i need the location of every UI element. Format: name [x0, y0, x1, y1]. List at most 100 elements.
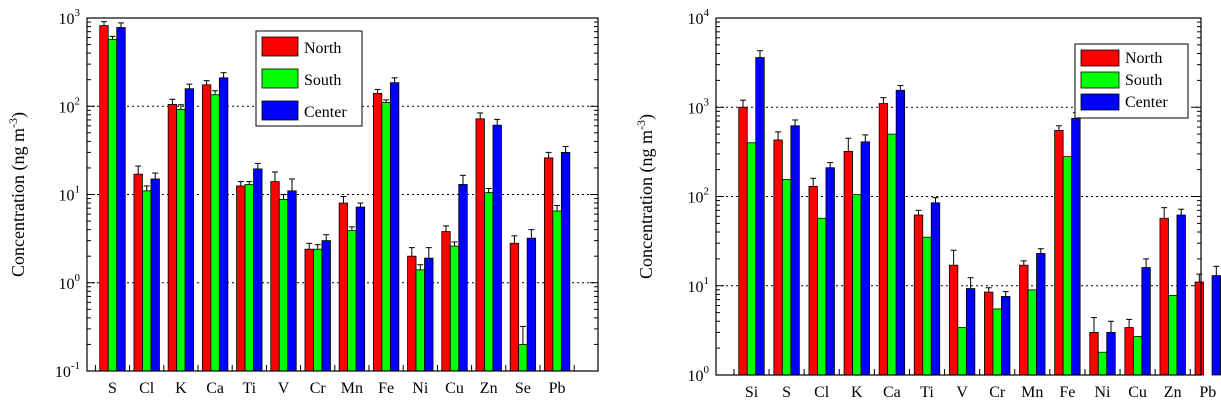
bar-north-cu: [1124, 327, 1134, 376]
bar-north-pb: [543, 157, 554, 372]
bar-north-ti: [913, 214, 924, 376]
bar-south-k: [852, 194, 862, 376]
bar-center-ca: [218, 77, 229, 372]
x-tick-label: Se: [515, 380, 531, 397]
x-tick-label: Zn: [1164, 384, 1182, 401]
x-tick-label: Mn: [341, 380, 363, 397]
bar-center-k: [184, 88, 195, 372]
bar-center-zn: [1176, 214, 1186, 376]
x-tick-label: Ca: [206, 380, 224, 397]
legend-swatch-south: [1080, 71, 1120, 89]
bar-center-fe: [1071, 118, 1081, 376]
bar-north-mn: [1019, 264, 1029, 376]
legend-swatch-north: [261, 36, 299, 57]
bar-south-ca: [887, 133, 897, 376]
x-tick-label: K: [851, 384, 863, 401]
bar-center-cl: [150, 178, 160, 372]
bar-south-cr: [313, 248, 323, 372]
bar-north-ti: [236, 185, 246, 372]
bar-center-ti: [930, 202, 941, 376]
bar-south-si: [746, 142, 757, 376]
x-tick-label: K: [175, 380, 187, 397]
bar-center-ti: [253, 168, 263, 372]
legend-swatch-center: [1080, 93, 1120, 111]
bar-center-cu: [1141, 267, 1151, 376]
x-tick-label: Cl: [139, 380, 155, 397]
bar-north-zn: [1159, 217, 1169, 376]
y-tick-label: 103: [59, 7, 81, 28]
legend-swatch-north: [1080, 49, 1120, 67]
y-tick-label: 101: [688, 275, 710, 296]
bar-center-s: [790, 125, 800, 376]
x-tick-label: Cl: [814, 384, 830, 401]
x-tick-label: Ni: [1095, 384, 1112, 401]
bar-north-v: [270, 181, 280, 372]
bar-north-fe: [372, 92, 383, 372]
bar-center-mn: [1036, 253, 1046, 376]
bar-south-v: [957, 327, 967, 376]
legend-label-center: Center: [1125, 94, 1168, 111]
bar-north-ca: [878, 103, 889, 376]
bar-south-ti: [244, 184, 254, 372]
y-tick-label: 103: [688, 96, 710, 117]
legend-label-north: North: [304, 40, 341, 57]
bar-south-pb: [552, 210, 562, 372]
bar-center-cr: [321, 240, 331, 372]
bar-north-cl: [808, 185, 818, 376]
x-tick-label: Cr: [989, 384, 1006, 401]
x-tick-label: Fe: [378, 380, 394, 397]
bar-center-cl: [825, 167, 835, 376]
bar-south-cr: [992, 308, 1002, 376]
bar-north-se: [509, 242, 520, 372]
bar-south-ni: [415, 269, 425, 372]
bar-south-zn: [484, 192, 494, 372]
bar-north-mn: [338, 202, 349, 372]
legend-label-south: South: [1125, 72, 1162, 89]
plot-frame: [86, 17, 599, 372]
bar-south-se: [518, 344, 528, 372]
bar-south-s: [781, 179, 792, 376]
legend-label-south: South: [304, 72, 341, 89]
bar-south-cl: [142, 190, 152, 372]
y-tick-label: 101: [59, 184, 81, 205]
x-tick-label: Cu: [445, 380, 464, 397]
x-tick-label: Ti: [242, 380, 256, 397]
legend-label-center: Center: [304, 104, 347, 121]
bar-north-v: [948, 264, 959, 376]
x-tick-label: Pb: [1199, 384, 1216, 401]
legend-swatch-center: [261, 100, 299, 121]
bar-north-cl: [133, 173, 143, 372]
bar-south-cu: [1132, 336, 1143, 376]
x-tick-label: Ca: [883, 384, 901, 401]
bar-north-k: [843, 151, 853, 376]
bar-south-ni: [1097, 351, 1108, 376]
y-axis-title: Concentration (ng m-3): [634, 114, 657, 279]
legend-label-north: North: [1125, 50, 1162, 67]
bar-center-v: [965, 288, 976, 376]
bar-center-cr: [1001, 295, 1011, 376]
bar-north-ca: [201, 84, 212, 372]
bar-north-si: [738, 106, 748, 376]
bar-south-s: [107, 39, 118, 372]
y-tick-label: 100: [59, 272, 81, 293]
bar-south-cu: [449, 245, 460, 372]
x-tick-label: Fe: [1059, 384, 1075, 401]
bar-north-k: [167, 103, 178, 372]
bar-north-pb: [1194, 281, 1204, 376]
y-tick-label: 102: [688, 186, 710, 207]
y-tick-label: 104: [688, 7, 710, 28]
y-axis-title: Concentration (ng m-3): [6, 112, 29, 277]
bar-south-zn: [1168, 294, 1178, 376]
x-tick-label: S: [782, 384, 791, 401]
bar-center-se: [526, 237, 537, 372]
bar-center-ni: [424, 257, 434, 372]
y-tick-label: 100: [688, 364, 710, 385]
bar-south-fe: [1062, 156, 1073, 376]
bar-center-s: [116, 27, 126, 372]
x-tick-label: Cu: [1128, 384, 1147, 401]
x-tick-label: Si: [745, 384, 759, 401]
bar-north-fe: [1054, 130, 1064, 376]
x-tick-label: Cr: [310, 380, 327, 397]
bar-center-ca: [895, 89, 906, 376]
